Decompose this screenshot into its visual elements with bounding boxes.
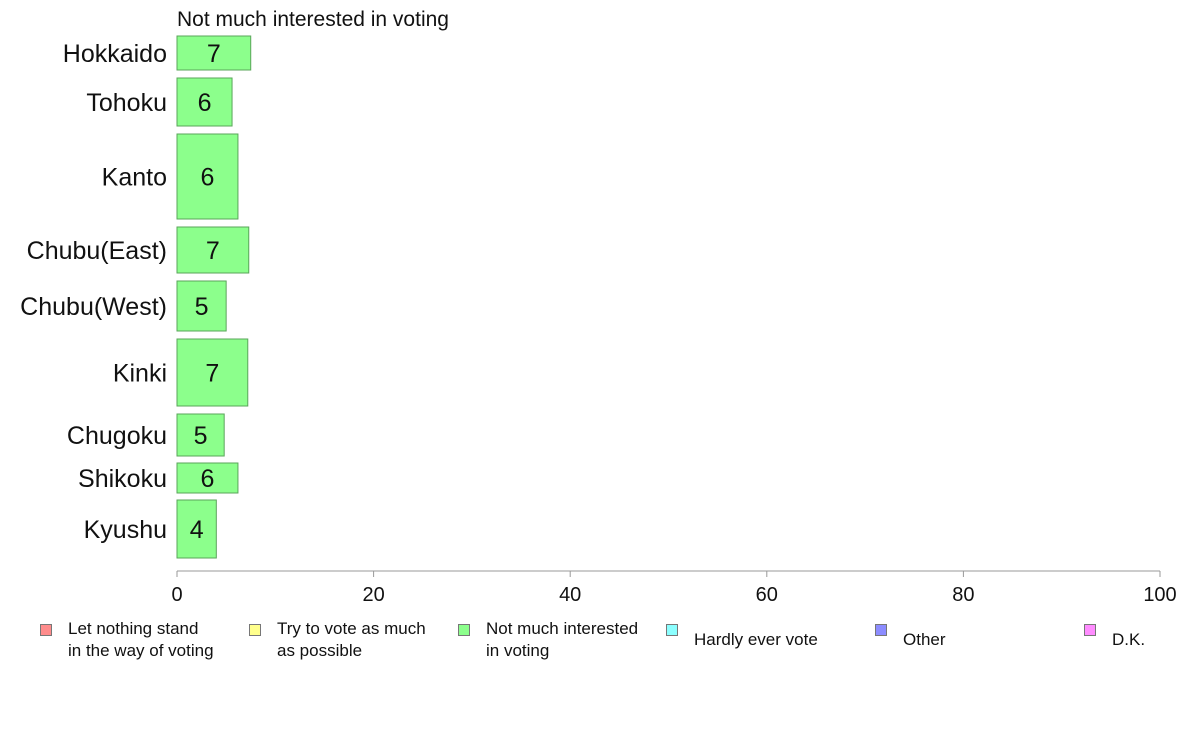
legend-item-dk: D.K. (1084, 618, 1145, 651)
x-tick-label: 20 (362, 584, 384, 606)
legend-item-not-much-interested: Not much interested in voting (458, 618, 638, 662)
category-label: Chubu(East) (27, 237, 167, 265)
bar-value-label: 6 (201, 465, 215, 493)
bar (176, 413, 225, 457)
bar (176, 338, 249, 407)
chart-title: Not much interested in voting (177, 8, 449, 31)
bar-value-label: 4 (190, 516, 204, 544)
x-tick-label: 100 (1143, 584, 1176, 606)
category-label: Kanto (102, 164, 167, 192)
legend-swatch (40, 624, 52, 636)
legend-label: Not much interested in voting (486, 619, 639, 660)
bar (176, 462, 239, 494)
legend-item-try-to-vote: Try to vote as much as possible (249, 618, 426, 662)
legend-item-hardly-ever-vote: Hardly ever vote (666, 618, 818, 651)
legend-label: D.K. (1112, 630, 1146, 649)
category-label: Kinki (113, 360, 167, 388)
bar-value-label: 6 (201, 164, 215, 192)
x-tick-label: 0 (171, 584, 182, 606)
legend-label: Try to vote as much as possible (277, 619, 426, 660)
legend-swatch (458, 624, 470, 636)
category-label: Chubu(West) (20, 293, 167, 321)
bar (176, 35, 252, 71)
x-tick-label: 60 (756, 584, 778, 606)
category-label: Tohoku (86, 89, 167, 117)
bar-value-label: 6 (198, 89, 212, 117)
x-tick-label: 80 (952, 584, 974, 606)
legend-label: Other (903, 630, 946, 649)
category-label: Shikoku (78, 465, 167, 493)
legend-label: Hardly ever vote (694, 630, 818, 649)
legend-label: Let nothing stand in the way of voting (68, 619, 214, 660)
bar (176, 133, 239, 220)
category-label: Chugoku (67, 422, 167, 450)
legend-item-other: Other (875, 618, 946, 651)
bar (176, 280, 227, 332)
bar-value-label: 7 (207, 40, 221, 68)
x-tick-label: 40 (559, 584, 581, 606)
bar-value-label: 5 (194, 422, 208, 450)
legend: Let nothing stand in the way of voting T… (0, 618, 1188, 678)
legend-swatch (1084, 624, 1096, 636)
bar-value-label: 7 (206, 237, 220, 265)
legend-swatch (249, 624, 261, 636)
bar-value-label: 5 (195, 293, 209, 321)
legend-swatch (666, 624, 678, 636)
legend-swatch (875, 624, 887, 636)
category-label: Kyushu (84, 516, 167, 544)
category-label: Hokkaido (63, 40, 167, 68)
bar (176, 499, 217, 559)
bar (176, 77, 233, 127)
legend-item-let-nothing-stand: Let nothing stand in the way of voting (40, 618, 214, 662)
bar-chart: Not much interested in voting 7 Hokkaido 6 T… (20, 8, 1177, 606)
bar-value-label: 7 (205, 360, 219, 388)
bar (176, 226, 250, 274)
